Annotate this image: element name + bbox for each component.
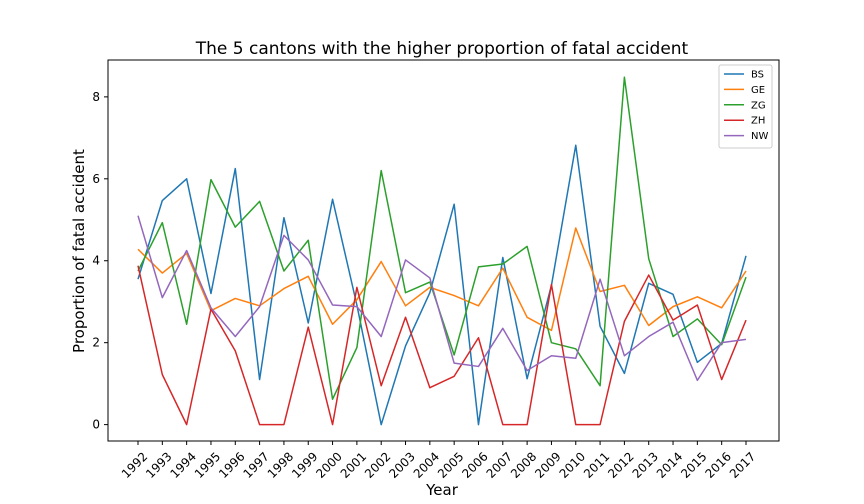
x-tick-label: 1993 xyxy=(143,449,174,480)
x-tick-label: 1995 xyxy=(192,449,223,480)
x-tick-label: 1996 xyxy=(216,449,247,480)
y-tick-label: 6 xyxy=(92,172,100,186)
y-axis-label: Proportion of fatal accident xyxy=(70,149,88,353)
x-tick-label: 2002 xyxy=(362,449,393,480)
legend-label-nw: NW xyxy=(751,131,768,142)
legend: BS GE ZG ZH NW xyxy=(718,64,773,149)
x-tick-label: 2010 xyxy=(557,449,588,480)
x-axis-label: Year xyxy=(425,481,459,499)
x-tick-label: 2004 xyxy=(411,449,442,480)
x-tick-label: 2017 xyxy=(727,449,758,480)
x-tick-label: 2003 xyxy=(386,449,417,480)
y-tick-label: 2 xyxy=(92,336,100,350)
x-tick-label: 2016 xyxy=(703,449,734,480)
x-tick-label: 1992 xyxy=(119,449,150,480)
x-tick-label: 1997 xyxy=(240,449,271,480)
x-tick-label: 2006 xyxy=(459,449,490,480)
y-axis: 0 2 4 6 8 xyxy=(92,90,108,432)
x-axis: 1992199319941995199619971998199920002001… xyxy=(119,441,758,481)
series-line-bs xyxy=(137,144,747,426)
x-tick-label: 1998 xyxy=(265,449,296,480)
x-tick-label: 2014 xyxy=(654,449,685,480)
x-tick-label: 2000 xyxy=(313,449,344,480)
series-line-ge xyxy=(137,227,747,332)
x-tick-label: 2008 xyxy=(508,449,539,480)
x-tick-label: 2009 xyxy=(532,449,563,480)
x-tick-label: 2005 xyxy=(435,449,466,480)
legend-label-zg: ZG xyxy=(751,100,766,111)
x-tick-label: 1999 xyxy=(289,449,320,480)
series-line-nw xyxy=(137,215,747,382)
x-tick-label: 2007 xyxy=(484,449,515,480)
legend-label-ge: GE xyxy=(751,85,765,96)
y-tick-label: 8 xyxy=(92,90,100,104)
x-tick-label: 2015 xyxy=(678,449,709,480)
legend-box xyxy=(718,64,773,149)
plot-area xyxy=(107,59,780,442)
x-tick-label: 2012 xyxy=(605,449,636,480)
chart-title: The 5 cantons with the higher proportion… xyxy=(195,39,689,59)
series-lines xyxy=(137,76,747,426)
legend-label-zh: ZH xyxy=(751,116,765,127)
y-tick-label: 0 xyxy=(92,418,100,432)
x-tick-label: 2001 xyxy=(338,449,369,480)
x-tick-label: 1994 xyxy=(167,449,198,480)
series-line-zh xyxy=(137,265,747,426)
x-tick-label: 2013 xyxy=(630,449,661,480)
x-tick-label: 2011 xyxy=(581,449,612,480)
y-tick-label: 4 xyxy=(92,254,100,268)
legend-label-bs: BS xyxy=(751,70,764,81)
